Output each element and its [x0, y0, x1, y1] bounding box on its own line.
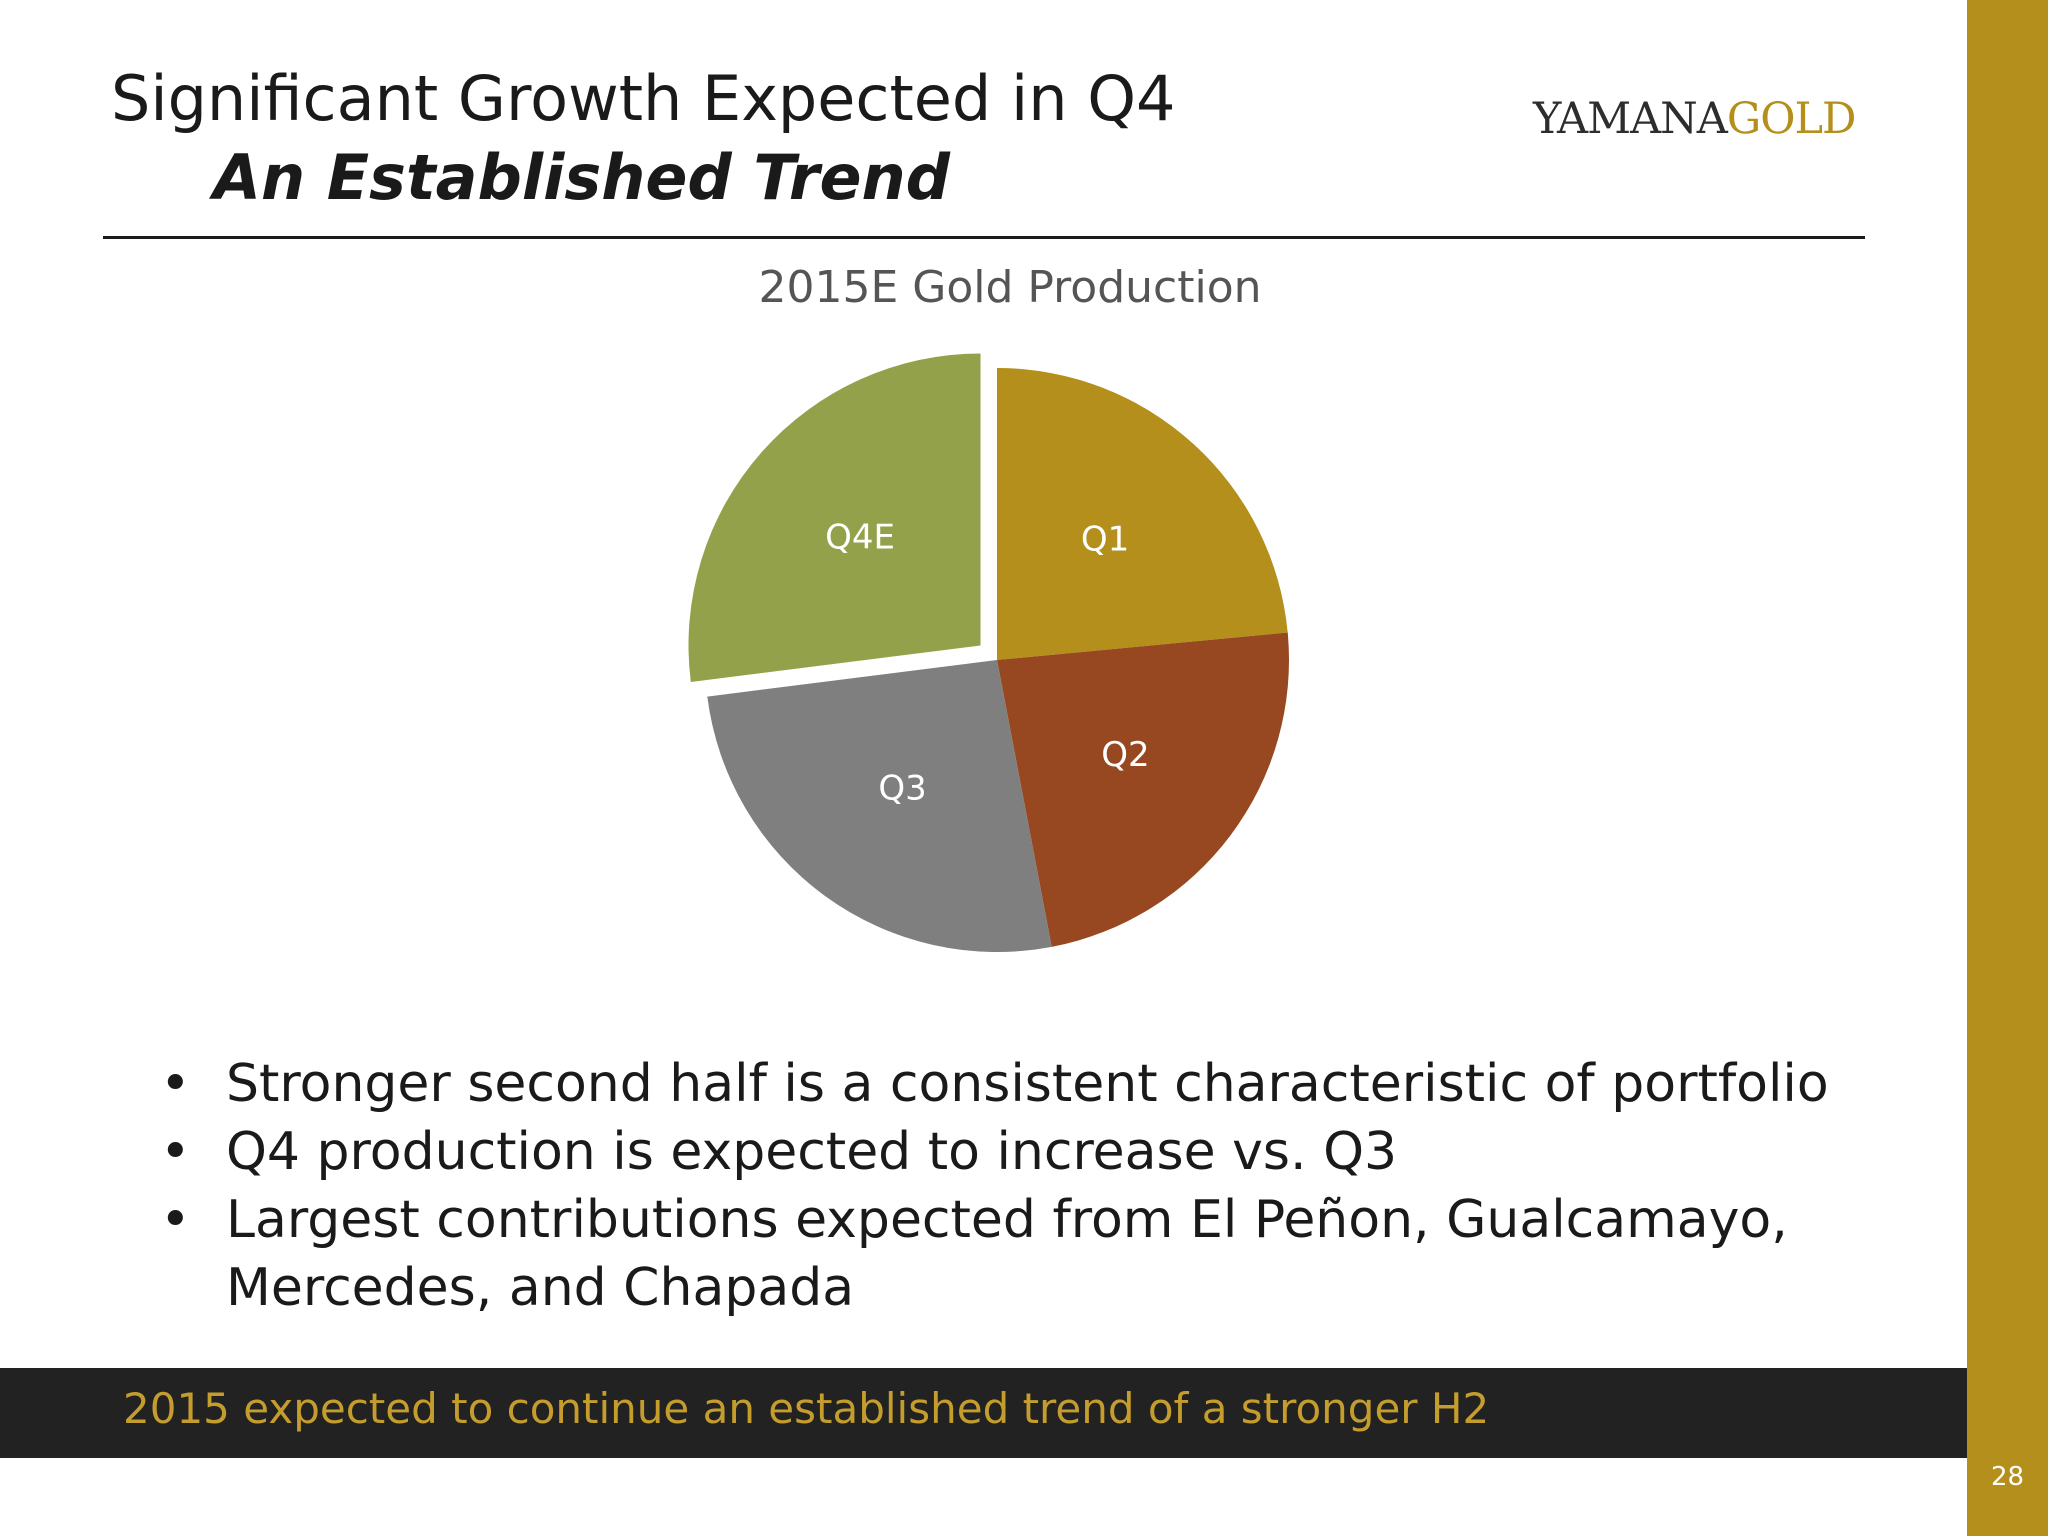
pie-label-q2: Q2 — [1101, 735, 1149, 775]
bullet-text: Largest contributions expected from El P… — [226, 1190, 1788, 1318]
bullet-marker: • — [160, 1054, 191, 1114]
pie-chart: Q1 Q2 Q3 Q4E — [688, 353, 1289, 952]
chart-title: 2015E Gold Production — [758, 262, 1262, 313]
bullet-item: • Largest contributions expected from El … — [160, 1186, 1940, 1322]
pie-slice-q3 — [707, 660, 1052, 952]
pie-label-q4e: Q4E — [825, 518, 895, 558]
company-logo: YAMANAGOLD — [1533, 94, 1865, 144]
page-number: 28 — [1990, 1462, 2025, 1492]
title-divider — [103, 236, 1865, 239]
slide-subtitle: An Established Trend — [213, 141, 951, 214]
accent-sidebar — [1967, 0, 2048, 1536]
pie-label-q3: Q3 — [878, 768, 926, 808]
bullet-marker: • — [160, 1190, 191, 1250]
logo-text-gold: GOLD — [1726, 94, 1857, 144]
bullet-item: • Q4 production is expected to increase v… — [160, 1118, 1940, 1186]
takeaway-banner: 2015 expected to continue an established… — [0, 1368, 1967, 1458]
pie-slice-q2 — [997, 632, 1289, 947]
banner-text: 2015 expected to continue an established… — [123, 1384, 1490, 1433]
bullet-text: Stronger second half is a consistent cha… — [226, 1054, 1829, 1114]
bullet-list: • Stronger second half is a consistent ch… — [160, 1050, 1940, 1322]
pie-label-q1: Q1 — [1081, 520, 1129, 560]
slide-title: Significant Growth Expected in Q4 — [111, 62, 1176, 135]
bullet-text: Q4 production is expected to increase vs… — [226, 1122, 1398, 1182]
bullet-item: • Stronger second half is a consistent ch… — [160, 1050, 1940, 1118]
logo-text-yamana: YAMANA — [1533, 94, 1728, 144]
bullet-marker: • — [160, 1122, 191, 1182]
pie-slice-q4e — [688, 353, 981, 683]
pie-slice-q1 — [997, 368, 1288, 660]
